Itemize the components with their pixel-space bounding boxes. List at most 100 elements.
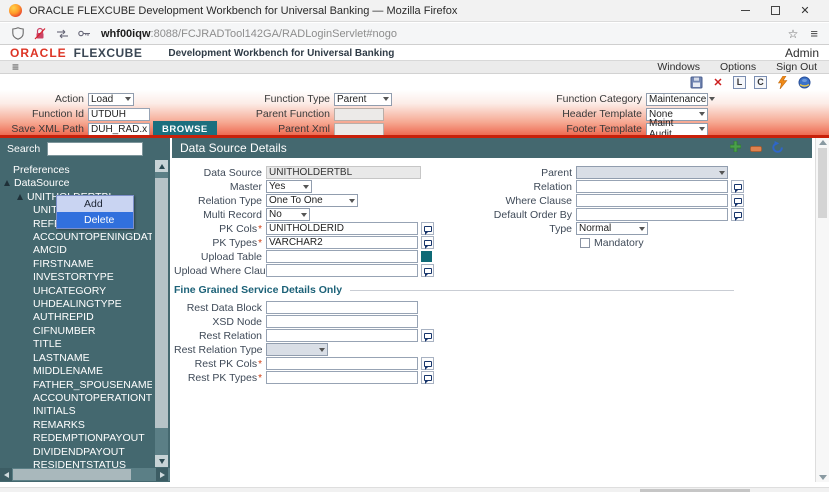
- tree-vscrollbar[interactable]: [155, 160, 168, 467]
- close-button[interactable]: ✕: [800, 5, 810, 17]
- tree-item[interactable]: REDEMPTIONPAYOUT: [33, 432, 145, 445]
- insecure-lock-icon[interactable]: [33, 27, 47, 41]
- upload-table-input[interactable]: [266, 250, 418, 263]
- tree-item[interactable]: INVESTORTYPE: [33, 271, 114, 284]
- arrow-down-icon[interactable]: [819, 475, 827, 480]
- search-input[interactable]: [47, 142, 144, 156]
- tree-item[interactable]: DIVIDENDPAYOUT: [33, 445, 125, 458]
- rest-pk-cols-lov-button[interactable]: [421, 357, 434, 370]
- tree-item[interactable]: INITIALS: [33, 405, 76, 418]
- tree-item[interactable]: ACCOUNTOPERATIONTYPE: [33, 391, 152, 404]
- delete-icon[interactable]: ✕: [713, 76, 723, 89]
- type-select[interactable]: Normal: [576, 222, 648, 235]
- relation-input[interactable]: [576, 180, 728, 193]
- tree-item[interactable]: TITLE: [33, 338, 62, 351]
- tree-item[interactable]: UHDEALINGTYPE: [33, 298, 122, 311]
- parent-xml-input[interactable]: [334, 122, 384, 136]
- tree-item[interactable]: MIDDLENAME: [33, 365, 104, 378]
- rest-pk-types-input[interactable]: [266, 371, 418, 384]
- tree-item-datasource[interactable]: DataSource: [0, 177, 152, 190]
- minimize-button[interactable]: [730, 1, 760, 21]
- tree-item[interactable]: LASTNAME: [33, 351, 90, 364]
- address-bar[interactable]: whf00iqw :8088/FCJRADTool142GA/RADLoginS…: [101, 28, 780, 40]
- page-vscroll-thumb[interactable]: [818, 148, 827, 218]
- lightning-icon[interactable]: [775, 75, 789, 89]
- where-clause-input[interactable]: [576, 194, 728, 207]
- undo-icon[interactable]: [771, 140, 784, 156]
- footer-template-select[interactable]: Maint Audit: [646, 118, 708, 140]
- default-order-by-lov-button[interactable]: [731, 208, 744, 221]
- upload-where-lov-button[interactable]: [421, 264, 434, 277]
- scroll-left-button[interactable]: [0, 468, 12, 481]
- function-category-select[interactable]: Maintenance: [646, 92, 716, 106]
- scroll-right-button[interactable]: [156, 468, 168, 481]
- scroll-up-button[interactable]: [155, 160, 168, 172]
- parent-select[interactable]: [576, 166, 728, 179]
- pk-cols-lov-button[interactable]: [421, 222, 434, 235]
- page-hscroll-thumb[interactable]: [640, 489, 750, 492]
- tree-item[interactable]: AUTHREPID: [33, 311, 94, 324]
- pk-types-input[interactable]: [266, 236, 418, 249]
- tree-item[interactable]: REMARKS: [33, 418, 85, 431]
- tree-item[interactable]: UHCATEGORY: [33, 284, 107, 297]
- xsd-node-input[interactable]: [266, 315, 418, 328]
- language-icon[interactable]: [797, 75, 811, 89]
- mandatory-checkbox[interactable]: [580, 237, 590, 248]
- browse-button[interactable]: BROWSE: [153, 120, 217, 138]
- tree-item-preferences[interactable]: Preferences: [13, 164, 70, 176]
- app-hamburger-icon[interactable]: ≡: [12, 60, 20, 74]
- where-clause-lov-button[interactable]: [731, 194, 744, 207]
- add-record-icon[interactable]: [729, 140, 742, 155]
- relation-lov-button[interactable]: [731, 180, 744, 193]
- bookmark-star-icon[interactable]: ☆: [787, 26, 799, 41]
- menu-item-options[interactable]: Options: [719, 61, 757, 73]
- context-menu-delete[interactable]: Delete: [57, 212, 133, 228]
- tree-item[interactable]: RESIDENTSTATUS: [33, 458, 126, 468]
- rest-relation-lov-button[interactable]: [421, 329, 434, 342]
- toolbar-c-button[interactable]: C: [754, 75, 767, 89]
- default-order-by-input[interactable]: [576, 208, 728, 221]
- browser-menu-icon[interactable]: ≡: [810, 26, 818, 41]
- multi-record-select[interactable]: No: [266, 208, 310, 221]
- page-hscrollbar[interactable]: [0, 487, 829, 492]
- tree-item[interactable]: AMCID: [33, 244, 67, 257]
- rest-data-block-input[interactable]: [266, 301, 418, 314]
- maximize-button[interactable]: [760, 1, 790, 21]
- rest-relation-type-select[interactable]: [266, 343, 328, 356]
- relation-type-select[interactable]: One To One: [266, 194, 358, 207]
- menu-item-sign-out[interactable]: Sign Out: [776, 61, 817, 73]
- rest-relation-input[interactable]: [266, 329, 418, 342]
- shield-icon[interactable]: [11, 27, 25, 41]
- key-icon[interactable]: [77, 27, 91, 41]
- parent-function-input[interactable]: [334, 107, 384, 121]
- permissions-icon[interactable]: [55, 27, 69, 41]
- toolbar-l-button[interactable]: L: [733, 75, 746, 89]
- rest-pk-cols-input[interactable]: [266, 357, 418, 370]
- arrow-up-icon[interactable]: [819, 140, 827, 145]
- function-type-select[interactable]: Parent: [334, 92, 392, 106]
- expander-icon[interactable]: [4, 180, 10, 187]
- pk-cols-input[interactable]: [266, 222, 418, 235]
- save-xml-path-input[interactable]: [88, 122, 150, 136]
- context-menu-add[interactable]: Add: [84, 198, 103, 210]
- function-id-input[interactable]: [88, 107, 150, 121]
- tree-item[interactable]: ACCOUNTOPENINGDATE: [33, 231, 152, 244]
- header-template-select[interactable]: None: [646, 107, 708, 121]
- tree-item[interactable]: REFE: [33, 217, 62, 230]
- tree-item[interactable]: FATHER_SPOUSENAME: [33, 378, 152, 391]
- remove-record-icon[interactable]: [750, 141, 762, 155]
- upload-where-clause-input[interactable]: [266, 264, 418, 277]
- hscroll-thumb[interactable]: [13, 469, 131, 480]
- master-select[interactable]: Yes: [266, 180, 312, 193]
- menu-item-windows[interactable]: Windows: [657, 61, 700, 73]
- vscroll-thumb[interactable]: [155, 178, 168, 428]
- tree-item[interactable]: CIFNUMBER: [33, 324, 96, 337]
- scroll-down-button[interactable]: [155, 455, 168, 467]
- page-vscrollbar[interactable]: [815, 138, 829, 482]
- rest-pk-types-lov-button[interactable]: [421, 371, 434, 384]
- pk-types-lov-button[interactable]: [421, 236, 434, 249]
- tree-item[interactable]: FIRSTNAME: [33, 257, 94, 270]
- save-icon[interactable]: [689, 75, 703, 89]
- upload-table-button[interactable]: [421, 251, 432, 262]
- action-select[interactable]: Load: [88, 92, 134, 106]
